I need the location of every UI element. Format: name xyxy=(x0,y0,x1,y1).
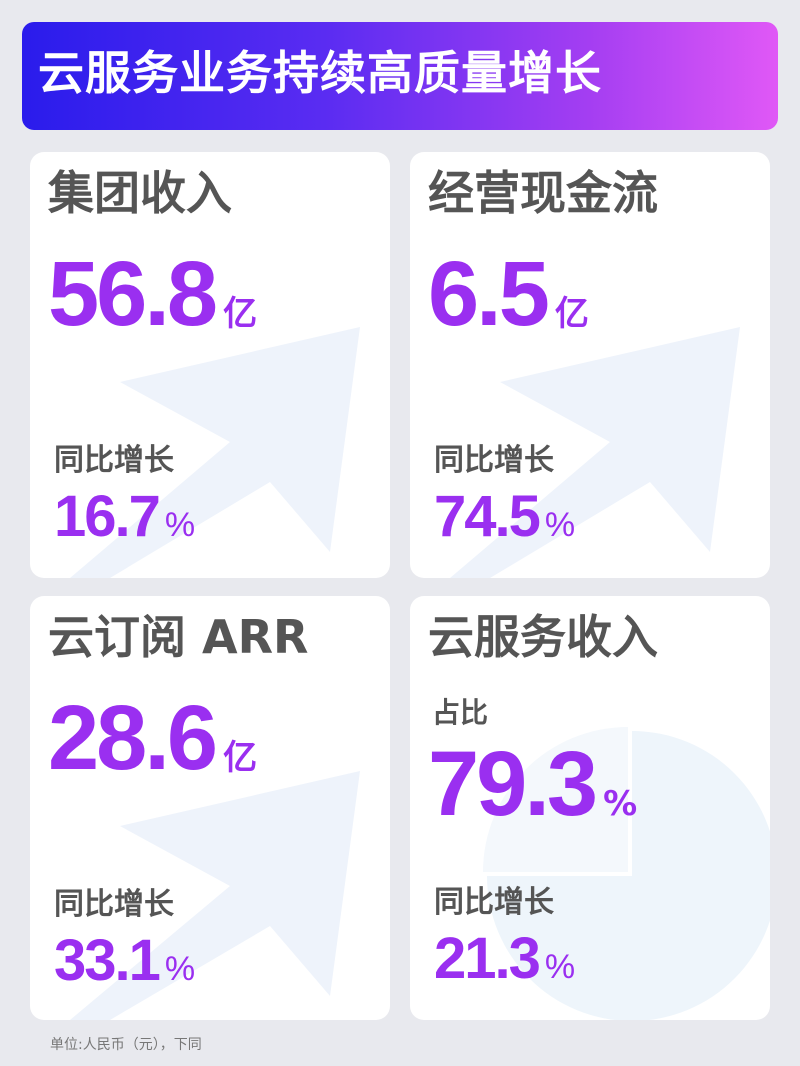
share-value: 79.3% xyxy=(428,733,638,835)
share-label: 占比 xyxy=(432,696,489,729)
growth-value: 16.7% xyxy=(54,484,196,549)
footnote: 单位:人民币（元），下同 xyxy=(50,1037,202,1053)
growth-label: 同比增长 xyxy=(434,443,554,478)
card-title: 集团收入 xyxy=(48,166,232,220)
value: 28.6 亿 xyxy=(48,687,258,789)
arrow-up-icon xyxy=(450,327,740,578)
card-cloud-revenue: 云服务收入 占比 79.3% 同比增长 21.3% xyxy=(410,596,770,1020)
value: 6.5 亿 xyxy=(428,243,589,345)
card-group-revenue: 集团收入 56.8 亿 同比增长 16.7% xyxy=(30,152,390,578)
card-title: 云服务收入 xyxy=(428,610,658,664)
growth-label: 同比增长 xyxy=(54,443,174,478)
growth-label: 同比增长 xyxy=(54,887,174,922)
growth-value: 74.5% xyxy=(434,484,576,549)
card-title: 云订阅 ARR xyxy=(48,610,309,664)
card-title: 经营现金流 xyxy=(428,166,658,220)
arrow-up-icon xyxy=(70,771,360,1020)
growth-value: 33.1% xyxy=(54,928,196,993)
growth-value: 21.3% xyxy=(434,926,576,991)
page-title: 云服务业务持续高质量增长 xyxy=(38,46,602,100)
value: 56.8 亿 xyxy=(48,243,258,345)
growth-label: 同比增长 xyxy=(434,885,554,920)
card-cloud-arr: 云订阅 ARR 28.6 亿 同比增长 33.1% xyxy=(30,596,390,1020)
arrow-up-icon xyxy=(70,327,360,578)
title-banner: 云服务业务持续高质量增长 xyxy=(22,22,778,130)
pie-chart-icon xyxy=(483,727,770,1020)
card-operating-cashflow: 经营现金流 6.5 亿 同比增长 74.5% xyxy=(410,152,770,578)
